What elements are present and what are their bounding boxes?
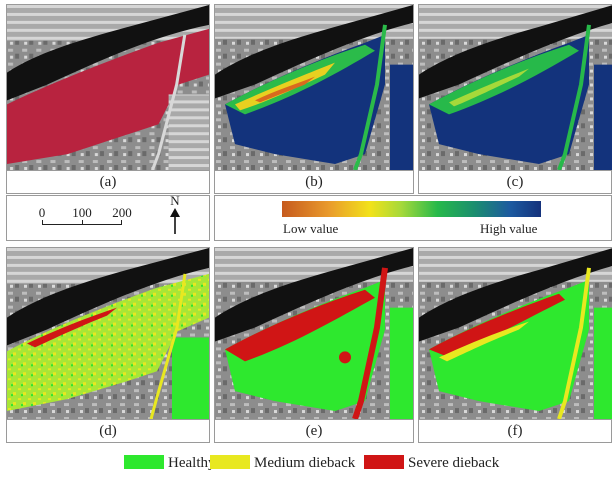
panel-d-frame: (d): [6, 247, 210, 443]
panel-d-caption: (d): [99, 423, 117, 439]
north-label: N: [170, 193, 180, 208]
panel-a-frame: (a): [6, 4, 210, 194]
panel-f-caption: (f): [507, 423, 523, 439]
legend-severe: Severe dieback: [364, 453, 499, 473]
scale-north-box: [6, 195, 210, 241]
scale-tick-200: 200: [112, 205, 132, 220]
index-map-c: [419, 5, 612, 171]
dieback-map-f: [419, 248, 612, 420]
legend-medium: Medium dieback: [210, 453, 355, 473]
color-bar: [282, 201, 541, 217]
panel-e-caption: (e): [305, 423, 323, 439]
legend-swatch-severe: [364, 455, 404, 469]
legend-label-healthy: Healthy: [168, 455, 216, 471]
north-arrow: N: [166, 194, 184, 236]
north-arrow-icon: [170, 208, 180, 234]
panel-b-frame: (b): [214, 4, 414, 194]
legend-healthy: Healthy: [124, 453, 215, 473]
panel-b-caption: (b): [305, 174, 323, 190]
legend-label-medium: Medium dieback: [254, 455, 356, 471]
panel-e-frame: (e): [214, 247, 414, 443]
colorbar-high-label: High value: [480, 221, 538, 236]
dieback-map-d: [7, 248, 209, 420]
scale-tick-0: 0: [38, 205, 46, 220]
panel-f-frame: (f): [418, 247, 612, 443]
legend-swatch-medium: [210, 455, 250, 469]
index-map-b: [215, 5, 413, 171]
legend-label-severe: Severe dieback: [408, 455, 500, 471]
colorbar-low-label: Low value: [283, 221, 339, 236]
scale-tick-100: 100: [72, 205, 92, 220]
panel-a-caption: (a): [99, 174, 117, 190]
panel-c-caption: (c): [506, 174, 524, 190]
scale-bar: 0 100 200: [38, 205, 132, 231]
panel-c-frame: (c): [418, 4, 612, 194]
dieback-map-e: [215, 248, 413, 420]
false-color-image: [7, 5, 209, 171]
legend-swatch-healthy: [124, 455, 164, 469]
